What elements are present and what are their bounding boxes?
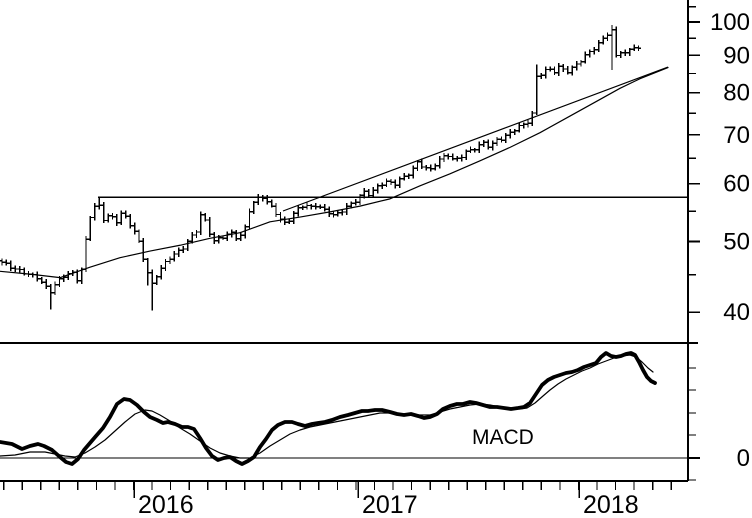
price-tick-label: 40 [723, 299, 750, 326]
year-label: 2016 [138, 491, 194, 518]
year-label: 2017 [362, 491, 418, 518]
moving-average-line [0, 66, 669, 279]
ohlc-bars [0, 25, 641, 311]
price-tick-label: 50 [723, 228, 750, 255]
price-tick-label: 90 [723, 42, 750, 69]
price-tick-label: 80 [723, 80, 750, 107]
macd-label: MACD [472, 426, 534, 449]
trendline [282, 66, 669, 212]
macd-signal-line [0, 354, 654, 459]
macd-zero-label: 0 [737, 445, 750, 472]
macd-line [0, 351, 657, 466]
price-tick-label: 70 [723, 122, 750, 149]
price-tick-label: 100 [710, 9, 750, 36]
price-tick-label: 60 [723, 171, 750, 198]
year-label: 2018 [583, 491, 639, 518]
